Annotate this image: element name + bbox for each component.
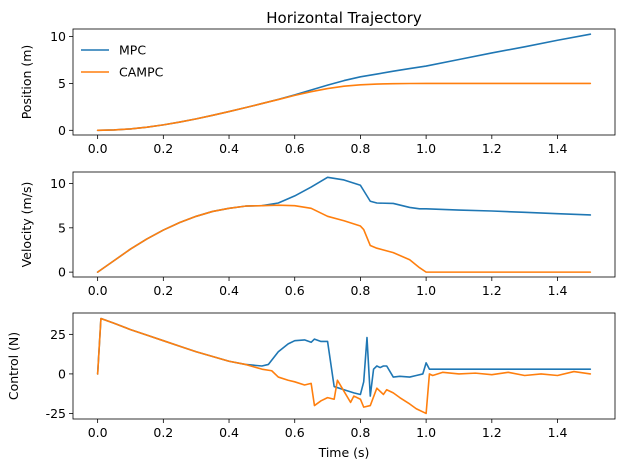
- x-tick-label: 0.4: [219, 283, 239, 298]
- legend-label: CAMPC: [119, 65, 164, 80]
- x-tick-label: 0.4: [219, 425, 239, 440]
- x-tick-label: 0.4: [219, 141, 239, 156]
- y-axis-label: Velocity (m/s): [19, 182, 34, 268]
- x-tick-label: 1.4: [548, 283, 568, 298]
- x-tick-label: 0.0: [88, 283, 108, 298]
- x-tick-label: 0.0: [88, 425, 108, 440]
- series-line-campc: [96, 82, 592, 132]
- y-tick-label: 5: [58, 76, 66, 91]
- x-tick-label: 0.6: [285, 425, 305, 440]
- subplot-3: 0.0 0.2 0.4 0.6 0.8 1.0 1.2 1.4 -25 0 25 Control (N…: [6, 312, 616, 460]
- y-tick-label: 25: [50, 327, 66, 342]
- subplot-panels: 0.0 0.2 0.4 0.6 0.8 1.0 1.2 1.4 0 5 10 Position (m)…: [6, 28, 616, 460]
- series-line-mpc: [96, 33, 592, 132]
- y-tick-label: 5: [58, 220, 66, 235]
- legend-label: MPC: [119, 43, 146, 58]
- x-tick-label: 1.4: [548, 141, 568, 156]
- series-line-mpc: [96, 317, 592, 397]
- y-tick-label: 10: [50, 176, 66, 191]
- y-axis-label: Control (N): [6, 332, 21, 400]
- chart-title: Horizontal Trajectory: [266, 9, 422, 27]
- axes-frame: [72, 28, 616, 136]
- x-tick-label: 0.8: [350, 425, 370, 440]
- series-line-campc: [96, 204, 592, 273]
- y-axis-label: Position (m): [19, 45, 34, 120]
- x-axis-label: Time (s): [318, 445, 370, 460]
- x-tick-label: 1.2: [482, 283, 502, 298]
- x-tick-label: 1.0: [416, 283, 436, 298]
- subplot-2: 0.0 0.2 0.4 0.6 0.8 1.0 1.2 1.4 0 5 10 Velocity (m/…: [19, 171, 616, 298]
- x-tick-label: 0.6: [285, 141, 305, 156]
- x-tick-label: 0.2: [153, 283, 173, 298]
- x-tick-label: 1.2: [482, 141, 502, 156]
- y-tick-label: -25: [46, 406, 66, 421]
- y-tick-label: 0: [58, 265, 66, 280]
- y-tick-label: 0: [58, 123, 66, 138]
- x-tick-label: 1.2: [482, 425, 502, 440]
- x-tick-label: 0.2: [153, 425, 173, 440]
- series-line-campc: [96, 317, 592, 415]
- x-tick-label: 0.2: [153, 141, 173, 156]
- x-tick-label: 1.4: [548, 425, 568, 440]
- x-tick-label: 0.8: [350, 141, 370, 156]
- axes-frame: [72, 312, 616, 420]
- y-tick-label: 0: [58, 366, 66, 381]
- subplot-1: 0.0 0.2 0.4 0.6 0.8 1.0 1.2 1.4 0 5 10 Position (m)…: [19, 28, 616, 156]
- axes-frame: [72, 171, 616, 278]
- series-line-mpc: [96, 176, 592, 273]
- x-tick-label: 0.6: [285, 283, 305, 298]
- x-tick-label: 0.0: [88, 141, 108, 156]
- legend: MPC CAMPC: [81, 43, 164, 80]
- y-tick-label: 10: [50, 29, 66, 44]
- x-tick-label: 0.8: [350, 283, 370, 298]
- x-tick-label: 1.0: [416, 425, 436, 440]
- x-tick-label: 1.0: [416, 141, 436, 156]
